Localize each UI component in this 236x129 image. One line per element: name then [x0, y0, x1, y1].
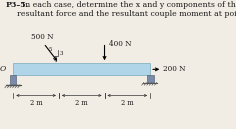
Text: 200 N: 200 N: [163, 65, 186, 73]
Text: 2 m: 2 m: [121, 99, 134, 107]
Text: 2 m: 2 m: [30, 99, 42, 107]
Text: 500 N: 500 N: [31, 33, 53, 41]
Text: In each case, determine the x and y components of the
resultant force and the re: In each case, determine the x and y comp…: [17, 1, 236, 18]
Text: 4: 4: [54, 58, 58, 63]
Bar: [13, 63, 150, 75]
Text: 400 N: 400 N: [109, 40, 131, 48]
Text: 2 m: 2 m: [75, 99, 88, 107]
Text: 5: 5: [48, 47, 52, 52]
Text: P3–5.: P3–5.: [5, 1, 29, 9]
Bar: [10, 75, 16, 85]
Text: 3: 3: [60, 51, 63, 56]
Text: O: O: [0, 65, 6, 73]
Bar: [147, 75, 154, 83]
